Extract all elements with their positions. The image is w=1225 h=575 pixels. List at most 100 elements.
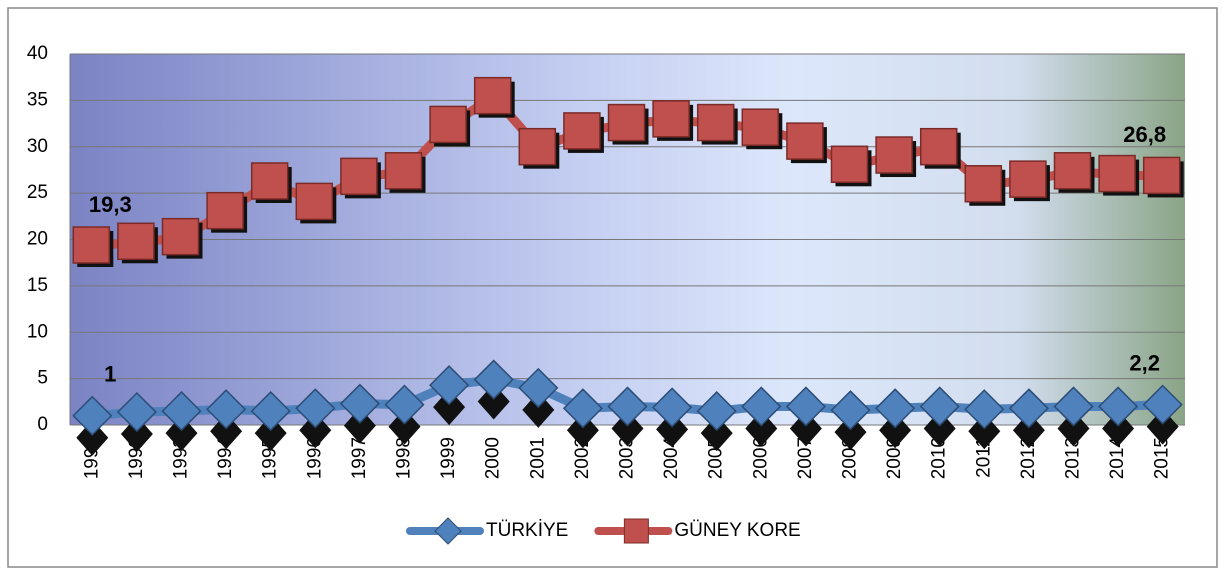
marker-face (919, 386, 960, 427)
marker-shadow (1057, 410, 1090, 447)
x-tick-label: 2012 (1018, 437, 1039, 479)
marker-face (1098, 154, 1136, 193)
marker (206, 191, 248, 233)
marker-face (652, 100, 690, 138)
x-tick-label: 1997 (349, 437, 370, 479)
y-tick-label: 20 (27, 229, 48, 250)
marker (1009, 160, 1050, 202)
x-tick-label: 2002 (572, 437, 593, 479)
x-tick-label: 2005 (706, 437, 727, 479)
marker (1142, 384, 1183, 445)
marker-face (563, 112, 601, 150)
x-tick-label: 2011 (973, 437, 994, 478)
marker-shadow (656, 411, 689, 448)
y-tick-label: 35 (27, 89, 48, 110)
marker-face (652, 387, 693, 428)
marker-face (786, 122, 824, 160)
marker (339, 383, 380, 444)
marker-face (875, 388, 916, 429)
marker (830, 145, 872, 187)
y-tick-label: 40 (27, 43, 48, 64)
marker (964, 165, 1006, 206)
marker-face (473, 76, 512, 115)
marker-shadow (254, 415, 287, 452)
x-tick-label: 1994 (215, 437, 236, 480)
marker-face (117, 222, 155, 261)
marker-shadow (879, 412, 912, 449)
marker-shadow (210, 413, 243, 450)
marker-face (473, 359, 514, 400)
marker (295, 182, 337, 224)
legend-label: TÜRKİYE (486, 520, 568, 541)
marker (607, 386, 648, 447)
marker (785, 386, 826, 447)
x-tick-label: 2001 (527, 437, 548, 479)
legend-label: GÜNEY KORE (674, 520, 800, 541)
x-tick-label: 1995 (260, 437, 281, 479)
marker-face (964, 389, 1005, 430)
marker (1008, 388, 1049, 449)
legend-marker (434, 517, 462, 545)
y-tick-label: 25 (27, 182, 48, 203)
marker-face (1142, 156, 1181, 195)
marker (429, 105, 471, 147)
marker (562, 388, 603, 449)
marker-face (562, 388, 603, 429)
x-tick-label: 2000 (483, 437, 504, 479)
marker (1053, 386, 1094, 447)
marker (72, 395, 113, 456)
marker-face (161, 391, 202, 432)
marker-face (295, 182, 334, 221)
marker-shadow (789, 410, 822, 447)
marker (161, 217, 203, 259)
marker (340, 157, 381, 199)
marker-shadow (1102, 410, 1135, 447)
x-tick-label: 2007 (795, 437, 816, 479)
marker-face (875, 136, 913, 174)
marker-face (785, 386, 826, 427)
marker-face (518, 127, 557, 166)
marker (652, 387, 693, 448)
marker-face (830, 145, 869, 184)
marker-face (607, 386, 648, 427)
marker-face (1009, 160, 1047, 198)
marker (117, 222, 158, 264)
marker (964, 389, 1005, 450)
marker (295, 388, 336, 449)
y-tick-label: 5 (37, 368, 48, 389)
marker (384, 152, 426, 193)
data-label: 19,3 (89, 192, 132, 217)
marker-face (1098, 386, 1139, 427)
marker-shadow (1146, 408, 1179, 445)
marker (206, 389, 247, 450)
marker-face (964, 165, 1003, 203)
marker-face (340, 157, 378, 196)
x-tick-label: 2015 (1152, 437, 1173, 479)
marker (1142, 156, 1184, 198)
marker-shadow (1012, 412, 1045, 449)
marker-face (161, 217, 200, 256)
marker-face (1142, 384, 1183, 425)
marker-shadow (700, 415, 733, 452)
x-tick-label: 2004 (661, 437, 682, 480)
marker-face (741, 108, 780, 146)
marker-shadow (165, 415, 198, 452)
marker (1098, 154, 1140, 196)
marker-shadow (834, 414, 867, 451)
legend-marker (623, 518, 649, 544)
marker-face (919, 127, 958, 166)
marker-face (116, 391, 157, 433)
marker (786, 122, 827, 164)
marker (72, 226, 114, 267)
marker-shadow (923, 410, 956, 447)
marker-face (384, 152, 423, 190)
marker-face (206, 191, 244, 230)
marker-face (607, 103, 646, 142)
x-tick-label: 2013 (1063, 437, 1084, 479)
data-label: 2,2 (1129, 350, 1160, 375)
marker (830, 390, 871, 451)
marker (518, 367, 559, 428)
x-tick-label: 1999 (438, 437, 459, 479)
marker (696, 391, 737, 452)
marker-shadow (76, 419, 109, 456)
